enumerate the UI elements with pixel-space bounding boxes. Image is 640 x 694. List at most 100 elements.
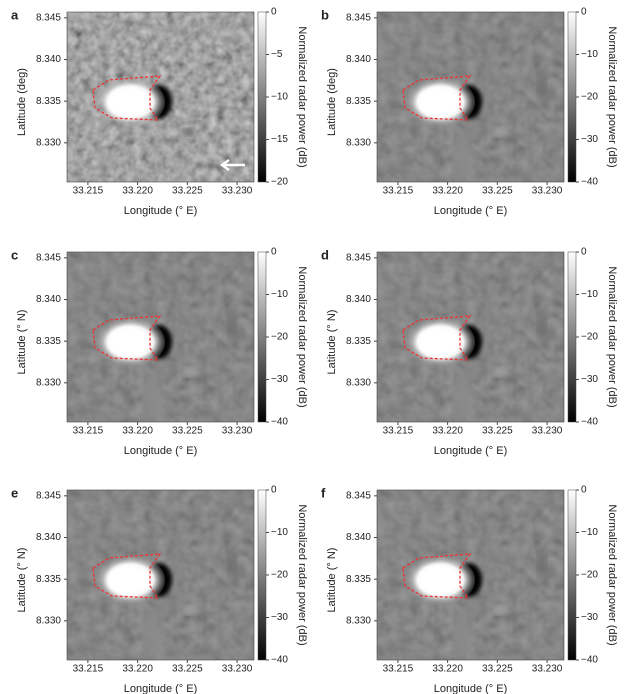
colorbar-tick-label: −20 [271, 177, 288, 188]
colorbar-tick-label: −20 [271, 332, 288, 343]
y-tick-label: 8.345 [36, 252, 61, 263]
x-tick-label: 33.230 [532, 186, 563, 197]
crater-outline [92, 315, 162, 361]
radar-image [377, 12, 564, 182]
colorbar-tick-label: 0 [581, 485, 587, 496]
y-tick-label: 8.330 [36, 615, 61, 626]
feature [183, 367, 197, 377]
x-tick-label: 33.220 [122, 186, 153, 197]
x-tick-label: 33.215 [73, 664, 104, 675]
x-tick-label: 33.225 [172, 664, 203, 675]
x-tick-label: 33.220 [122, 426, 153, 437]
panel-letter: a [11, 7, 19, 22]
streak [454, 372, 470, 422]
panel-letter: f [321, 485, 326, 500]
feature [493, 367, 507, 377]
y-tick-label: 8.345 [36, 490, 61, 501]
panel-letter: e [11, 485, 18, 500]
colorbar-tick-label: −5 [271, 49, 283, 60]
radar-image [67, 490, 254, 660]
colorbar-tick-label: −10 [581, 527, 598, 538]
y-tick-label: 8.340 [346, 532, 371, 543]
feature [493, 605, 507, 615]
colorbar-tick-label: 0 [271, 7, 277, 18]
panel: 33.215 33.220 33.225 33.230 8.330 8.335 8.340 8… [11, 7, 308, 217]
y-tick-label: 8.330 [346, 137, 371, 148]
y-tick-label: 8.345 [346, 490, 371, 501]
axes-frame [66, 489, 255, 661]
colorbar-tick-label: 0 [581, 247, 587, 258]
x-tick-label: 33.225 [482, 426, 513, 437]
bright-core [417, 326, 461, 358]
y-tick-label: 8.335 [36, 574, 61, 585]
x-tick-label: 33.220 [122, 664, 153, 675]
colorbar-tick-label: −30 [581, 134, 598, 145]
y-tick-label: 8.330 [36, 137, 61, 148]
colorbar-tick-label: 0 [581, 7, 587, 18]
colorbar-tick-label: 0 [271, 485, 277, 496]
x-tick-label: 33.220 [432, 186, 463, 197]
panel: 33.215 33.220 33.225 33.230 8.330 8.335 8.340 8… [321, 7, 618, 217]
y-axis-label: Latitude (° N) [326, 310, 338, 375]
x-tick-label: 33.225 [482, 664, 513, 675]
feature [493, 127, 507, 137]
colorbar-label: Normalized radar power (dB) [606, 266, 618, 407]
y-tick-label: 8.330 [346, 615, 371, 626]
axes-frame [66, 11, 255, 183]
panel-letter: c [11, 247, 18, 262]
feature [183, 605, 197, 615]
colorbar-tick-label: −20 [271, 570, 288, 581]
axes-frame [376, 489, 565, 661]
x-tick-label: 33.220 [432, 664, 463, 675]
colorbar-tick-label: −20 [581, 332, 598, 343]
radar-image [377, 490, 564, 660]
feature [183, 128, 195, 136]
colorbar [257, 251, 267, 423]
x-axis-label: Longitude (° E) [124, 445, 198, 457]
y-tick-label: 8.340 [36, 294, 61, 305]
colorbar-label: Normalized radar power (dB) [296, 266, 308, 407]
colorbar [257, 489, 267, 661]
colorbar [257, 11, 267, 183]
bright-core [107, 564, 151, 596]
y-tick-label: 8.330 [36, 377, 61, 388]
colorbar-tick-label: −30 [271, 374, 288, 385]
colorbar-tick-label: −40 [581, 177, 598, 188]
colorbar [567, 489, 577, 661]
colorbar-label: Normalized radar power (dB) [606, 504, 618, 645]
colorbar-tick-label: −10 [271, 527, 288, 538]
x-tick-label: 33.225 [482, 186, 513, 197]
y-axis-label: Latitude (° N) [16, 310, 28, 375]
y-axis-label: Latitude (deg) [16, 68, 28, 136]
x-tick-label: 33.215 [73, 186, 104, 197]
feature [537, 551, 547, 579]
streak [144, 610, 160, 660]
x-tick-label: 33.220 [432, 426, 463, 437]
x-tick-label: 33.215 [383, 186, 414, 197]
panel: 33.215 33.220 33.225 33.230 8.330 8.335 8.340 8… [11, 247, 308, 457]
x-tick-label: 33.215 [383, 426, 414, 437]
crater-outline [92, 553, 162, 599]
colorbar-label: Normalized radar power (dB) [296, 26, 308, 167]
panel: 33.215 33.220 33.225 33.230 8.330 8.335 8.340 8… [321, 247, 618, 457]
y-tick-label: 8.345 [36, 12, 61, 23]
colorbar-tick-label: −30 [581, 374, 598, 385]
y-tick-label: 8.345 [346, 12, 371, 23]
x-tick-label: 33.230 [222, 186, 253, 197]
colorbar-tick-label: 0 [271, 247, 277, 258]
y-tick-label: 8.330 [346, 377, 371, 388]
colorbar-label: Normalized radar power (dB) [606, 26, 618, 167]
x-tick-label: 33.215 [383, 664, 414, 675]
x-axis-label: Longitude (° E) [434, 205, 508, 217]
colorbar-tick-label: −30 [581, 612, 598, 623]
colorbar-tick-label: −40 [581, 417, 598, 428]
colorbar-tick-label: −40 [581, 655, 598, 666]
x-tick-label: 33.215 [73, 426, 104, 437]
radar-image [377, 252, 564, 422]
bright-core [417, 564, 461, 596]
bright-core [417, 86, 461, 118]
panel: 33.215 33.220 33.225 33.230 8.330 8.335 8.340 8… [321, 485, 618, 694]
x-tick-label: 33.230 [222, 426, 253, 437]
colorbar-tick-label: −10 [271, 92, 288, 103]
